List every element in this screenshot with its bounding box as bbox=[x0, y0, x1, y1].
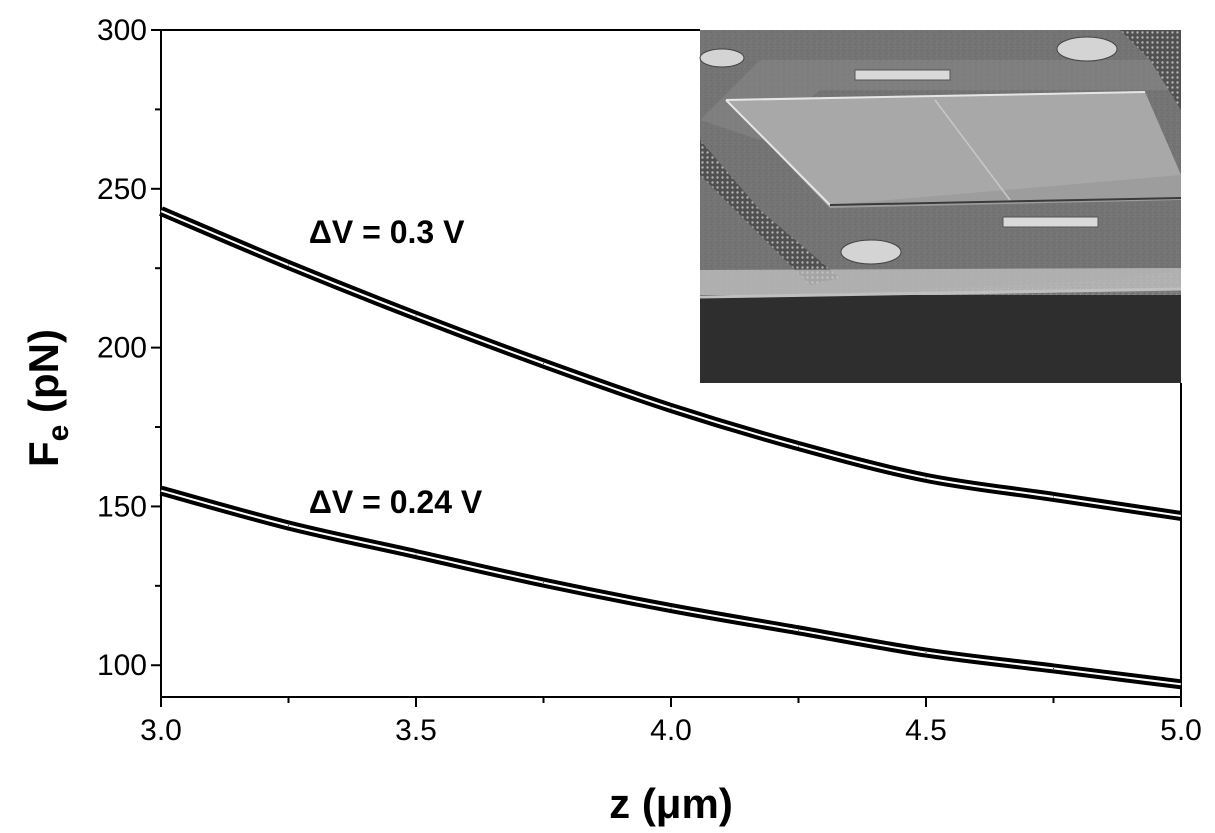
x-tick-label-4: 5.0 bbox=[1160, 714, 1202, 747]
ticks bbox=[151, 29, 1182, 707]
svg-text:Fe (pN): Fe (pN) bbox=[20, 329, 75, 467]
series-1-point-8 bbox=[1180, 683, 1182, 685]
tick-labels: 3.0 3.5 4.0 4.5 5.0 100 150 200 250 300 bbox=[97, 14, 1202, 747]
series-0-point-7 bbox=[1053, 496, 1054, 498]
y-tick-label-4: 300 bbox=[97, 14, 147, 47]
series-1-point-0 bbox=[160, 490, 162, 492]
x-tick-label-0: 3.0 bbox=[140, 714, 182, 747]
series-0-point-6 bbox=[925, 477, 927, 479]
series-1-point-6 bbox=[925, 652, 927, 654]
sem-micrograph-image bbox=[699, 30, 1182, 383]
x-tick-label-2: 4.0 bbox=[650, 714, 692, 747]
y-axis-title-sub: e bbox=[42, 425, 75, 442]
series-0-point-5 bbox=[798, 445, 799, 447]
series-0-point-0 bbox=[160, 210, 162, 212]
series-layer bbox=[159, 206, 1182, 690]
series-0-point-2 bbox=[415, 315, 417, 317]
x-tick-label-3: 4.5 bbox=[905, 714, 947, 747]
series-0-point-3 bbox=[543, 363, 544, 364]
y-axis-title-unit: (pN) bbox=[20, 329, 67, 425]
series-0-point-1 bbox=[288, 264, 289, 266]
series-1-point-5 bbox=[798, 629, 799, 631]
series-1-point-7 bbox=[1053, 667, 1054, 669]
y-tick-label-2: 200 bbox=[97, 332, 147, 365]
annotation-1: ΔV = 0.24 V bbox=[309, 484, 483, 520]
series-0-point-8 bbox=[1180, 515, 1182, 517]
y-axis-title-main: F bbox=[20, 441, 67, 467]
series-1-point-3 bbox=[543, 582, 544, 584]
y-tick-label-3: 250 bbox=[97, 173, 147, 206]
x-axis-title: z (μm) bbox=[609, 780, 733, 827]
series-0-point-4 bbox=[670, 407, 672, 409]
x-tick-label-1: 3.5 bbox=[395, 714, 437, 747]
series-1-point-2 bbox=[415, 553, 417, 555]
y-axis-title: Fe (pN) bbox=[20, 329, 75, 467]
series-1-point-1 bbox=[288, 524, 289, 526]
y-tick-label-0: 100 bbox=[97, 649, 147, 682]
y-tick-label-1: 150 bbox=[97, 490, 147, 523]
series-1-point-4 bbox=[670, 607, 672, 609]
annotation-0: ΔV = 0.3 V bbox=[309, 214, 465, 250]
